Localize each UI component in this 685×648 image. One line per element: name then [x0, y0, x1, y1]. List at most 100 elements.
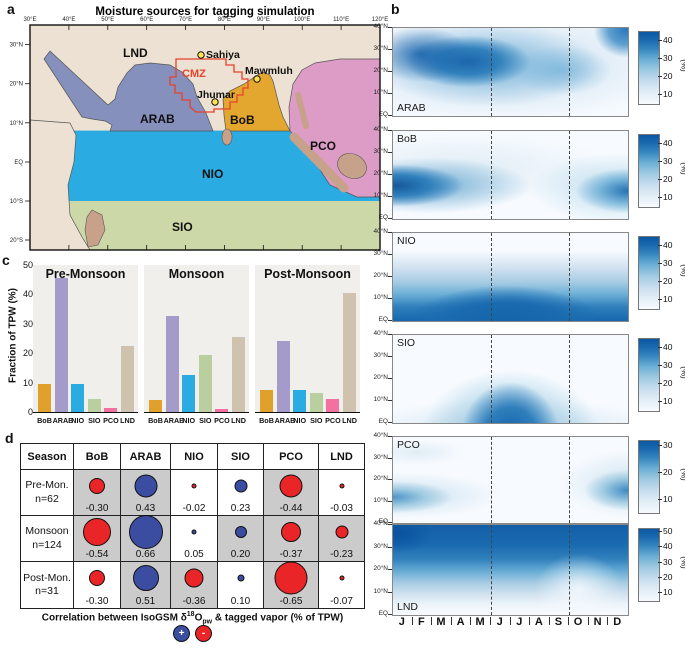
correlation-value: 0.05 — [184, 549, 204, 560]
c-y-tick-label: 50 — [22, 260, 33, 270]
lat-tick-label: 30°N — [10, 43, 23, 49]
table-header-SIO: SIO — [218, 444, 264, 470]
colorbar-tick-label: 30 — [663, 53, 673, 63]
colorbar-tick — [658, 58, 662, 59]
map-labels: 30°E 40°E 50°E 60°E 70°E 80°E 90°E 100°E 110°E 12… — [10, 17, 389, 244]
bar-category-label: ARAB — [163, 416, 185, 425]
panel-a-label: a — [7, 1, 15, 17]
heatmap-region-label: BoB — [397, 133, 417, 145]
heatmap-lat-tick — [388, 378, 392, 379]
table-cell: -0.23 — [319, 516, 364, 562]
month-tick — [587, 617, 589, 625]
colorbar-tick-label: 30 — [663, 440, 673, 451]
colorbar-tick — [658, 592, 662, 594]
monsoon-boundary-line — [569, 335, 571, 423]
lon-tick-label: 40°E — [62, 17, 75, 23]
season-label: Pre-Mon. — [25, 479, 69, 492]
bar-SIO — [87, 398, 101, 412]
bar-category-label: LND — [231, 416, 246, 425]
table-cell: -0.03 — [319, 470, 364, 516]
positive-correlation-circle — [237, 574, 244, 582]
colorbar-tick-label: 30 — [663, 258, 673, 268]
month-tick — [509, 617, 511, 625]
lon-tick-label: 120°E — [372, 17, 388, 23]
heatmap-lat-tick — [388, 457, 392, 459]
map-body — [29, 24, 381, 251]
heatmap-lat-tick — [388, 115, 392, 116]
monsoon-boundary-line — [490, 437, 492, 523]
heatmap-lat-tick — [388, 479, 392, 480]
correlation-value: 0.43 — [135, 503, 156, 514]
negative-correlation-circle — [89, 478, 105, 494]
panel-d-caption: Correlation between IsoGSM δ18Opw & tagg… — [20, 611, 365, 625]
month-tick — [470, 617, 472, 625]
bar-category-label: SIO — [199, 416, 212, 425]
site-label-mawmluh: Mawmluh — [245, 65, 293, 77]
negative-correlation-circle — [335, 525, 348, 539]
table-cell: Post-Mon. n=31 — [21, 562, 74, 608]
bar-group-3: Post-Monsoon — [255, 265, 360, 413]
heatmap-lat-tick — [388, 500, 392, 502]
correlation-value: -0.07 — [330, 596, 353, 607]
month-tick — [568, 617, 570, 625]
heatmap-region-label: PCO — [397, 439, 420, 451]
lon-tick-label: 80°E — [218, 17, 231, 23]
table-cell: Monsoon n=124 — [21, 516, 74, 562]
bar-NIO — [293, 389, 307, 412]
heatmap-lat-tick — [388, 569, 392, 570]
heatmap-lat-label: 40°N — [373, 432, 388, 439]
colorbar-tick-label: 20 — [663, 467, 673, 477]
month-tick — [431, 617, 433, 625]
c-y-tick-label: 20 — [22, 348, 33, 359]
table-cell: -0.54 — [74, 516, 121, 562]
heatmap-lat-tick — [388, 436, 392, 437]
monsoon-boundary-line — [490, 525, 492, 615]
colorbar-tick — [658, 179, 662, 180]
correlation-value: 0.23 — [230, 503, 251, 514]
panel-c-label: c — [2, 252, 10, 268]
colorbar-tick-label: 10 — [663, 493, 673, 504]
panel-c-ylabel: Fraction of TPW (%) — [7, 288, 19, 383]
season-label: n=124 — [32, 538, 62, 551]
season-label: Post-Mon. — [23, 571, 71, 584]
correlation-table: Season BoB ARAB NIO SIO PCO LND Pre-Mon. n=62 -0.… — [20, 443, 365, 609]
heatmap-lat-tick — [388, 71, 392, 72]
colorbar-tick — [658, 347, 662, 348]
colorbar-unit-label: (%) — [679, 264, 685, 277]
colorbar-tick — [658, 40, 662, 41]
heatmap-SIO: SIO — [392, 334, 629, 424]
heatmap-lat-label: 20°N — [373, 374, 388, 381]
heatmap-lat-label: 20°N — [373, 565, 388, 572]
heatmap-lat-tick — [388, 232, 392, 233]
month-tick — [489, 617, 491, 625]
negative-correlation-circle — [281, 522, 301, 542]
colorbar-NIO — [638, 236, 660, 310]
colorbar-tick-label: 10 — [663, 294, 673, 304]
bar-NIO — [182, 375, 196, 412]
heatmap-lat-label: 10°N — [373, 396, 388, 403]
colorbar-tick — [658, 577, 662, 579]
bar-category-label: SIO — [310, 416, 323, 425]
bar-category-label: ARAB — [52, 416, 74, 425]
heatmap-lat-tick — [388, 356, 392, 357]
heatmap-lat-label: EQ — [378, 111, 388, 118]
colorbar-tick-label: 30 — [663, 156, 673, 166]
monsoon-boundary-line — [490, 335, 492, 423]
month-label: J — [496, 616, 503, 628]
heatmap-lat-tick — [388, 93, 392, 94]
negative-correlation-circle — [191, 483, 197, 489]
heatmap-lat-label: EQ — [378, 518, 388, 525]
heatmap-lat-label: 30°N — [373, 352, 388, 359]
heatmap-lat-tick — [388, 218, 392, 219]
heatmap-NIO: NIO — [392, 232, 629, 322]
colorbar-tick — [658, 281, 662, 282]
heatmap-LND: LND — [392, 524, 629, 616]
table-header-Season: Season — [21, 444, 74, 470]
heatmap-lat-label: 40°N — [373, 330, 388, 337]
heatmap-lat-tick — [388, 130, 392, 131]
month-tick — [529, 617, 531, 625]
lon-tick-label: 30°E — [23, 17, 36, 23]
lon-tick-label: 70°E — [179, 17, 192, 23]
monsoon-boundary-line — [569, 233, 571, 321]
bar-category-label: NIO — [293, 416, 307, 425]
